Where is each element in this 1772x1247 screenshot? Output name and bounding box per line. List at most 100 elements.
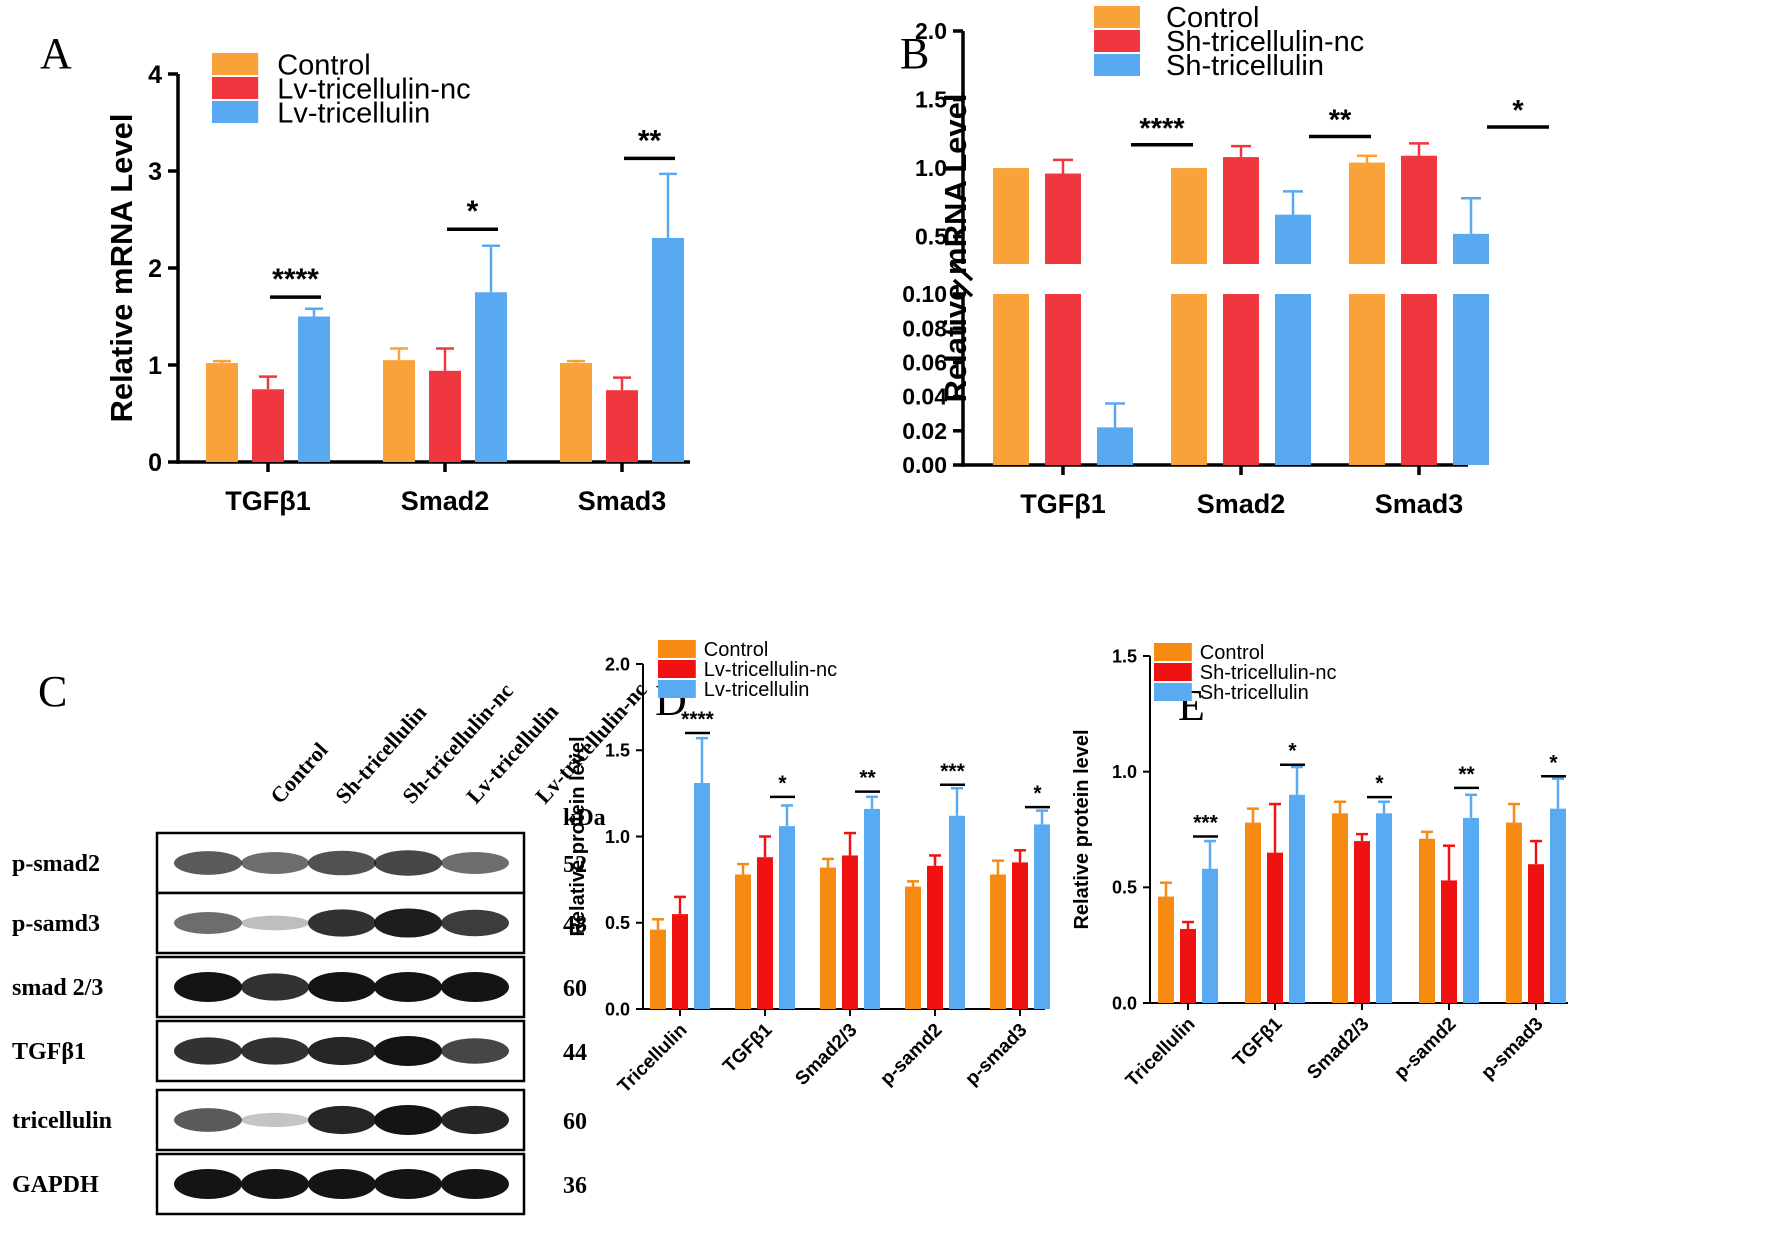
panel-b-y-tick-label: 0.06 [902,349,947,375]
panel-e-category-label: Smad2/3 [1303,1014,1373,1084]
blot-band [308,1169,376,1199]
blot-band [241,915,309,931]
panel-b-bar-control-tgf-1-lower [993,294,1029,465]
panel-d-significance-label: **** [681,708,715,731]
blot-band [441,972,509,1002]
panel-d-significance-label: *** [940,760,965,783]
panel-e-legend-label-control: Control [1200,642,1264,664]
blot-band [441,1105,509,1135]
panel-b-legend-swatch-sh-tricellulin-nc [1094,30,1140,52]
panel-d-bar-control-tgf-1 [735,874,751,1009]
blot-kda-value: 60 [563,1109,587,1135]
panel-a-bar-control-tgf-1 [206,363,238,462]
panel-d-bar-lv-tricellulin-tricellulin [694,783,710,1009]
panel-e-bar-sh-tricellulin-tgf-1 [1289,794,1305,1003]
panel-e-y-axis-label: Relative protein level [1071,729,1093,929]
blot-band [374,1036,442,1066]
panel-e-category-label: Tricellulin [1122,1014,1200,1092]
panel-e-category-label: p-samd2 [1390,1014,1460,1084]
blot-band [241,1112,309,1128]
panel-a-legend-label-lv-tricellulin: Lv-tricellulin [277,97,430,129]
panel-b-legend-swatch-control [1094,6,1140,28]
panel-b-significance-label: **** [1139,113,1185,145]
panel-a-bar-lv-tricellulin-tgf-1 [298,316,330,462]
panel-a-legend-swatch-control [212,53,259,75]
panel-letter-c: C [38,667,67,716]
blot-kda-value: 36 [563,1173,587,1199]
panel-b-y-tick-label: 0.04 [902,384,947,410]
panel-b-y-tick-label: 0.5 [915,224,947,250]
blot-row-label-tgf-1: TGFβ1 [12,1039,86,1065]
chart-panel-a: 0 1 2 3 4 Relative mRNA Level TGFβ1 Smad2 Smad3 *… [104,49,690,516]
panel-b-bar-control-smad3-lower [1349,294,1385,465]
panel-d-significance-label: * [778,772,787,795]
panel-d-category-label: Tricellulin [614,1020,692,1098]
panel-a-category-label: Smad2 [401,486,490,516]
panel-e-legend-swatch-sh-tricellulin-nc [1154,663,1192,681]
panel-d-category-label: Smad2/3 [791,1020,861,1090]
panel-d-bar-control-p-samd2 [905,886,921,1009]
panel-e-legend-label-sh-tricellulin-nc: Sh-tricellulin-nc [1200,662,1337,684]
blot-band [308,909,376,937]
blot-band [174,1108,242,1132]
panel-e-bar-sh-tricellulin-p-samd2 [1463,817,1479,1003]
panel-b-axis-break-mark [952,262,974,282]
panel-d-bar-lv-tricellulin-nc-tgf-1 [757,857,773,1009]
panel-b-significance-label: * [1512,95,1524,127]
panel-b-bar-control-smad2-upper [1171,168,1207,264]
panel-e-bar-control-p-smad3 [1506,822,1522,1003]
panel-b-bar-sh-tricellulin-nc-tgf-1-lower [1045,294,1081,465]
blot-band [374,850,442,876]
panel-a-y-tick-label: 3 [148,158,162,186]
blot-band [374,972,442,1002]
panel-e-category-label: p-smad3 [1477,1014,1547,1084]
panel-a-y-axis-label: Relative mRNA Level [104,114,139,423]
panel-d-y-tick-label: 2.0 [605,654,630,674]
panel-a-bar-lv-tricellulin-nc-tgf-1 [252,389,284,462]
panel-d-bar-lv-tricellulin-smad2-3 [864,808,880,1009]
panel-d-bar-control-smad2-3 [820,867,836,1009]
panel-a-y-tick-label: 0 [148,449,162,477]
blot-band [374,1105,442,1135]
panel-b-bar-sh-tricellulin-tgf-1 [1097,427,1133,465]
blot-band [308,1036,376,1066]
panel-e-y-tick-label: 0.5 [1112,878,1137,898]
blot-band [441,852,509,874]
panel-e-bar-sh-tricellulin-nc-smad2-3 [1354,841,1370,1003]
panel-b-bar-sh-tricellulin-nc-smad3-lower [1401,294,1437,465]
panel-b-y-axis-label: Relative mRNA Level [938,94,973,403]
blot-band [241,852,309,874]
blot-lane-label-lv-tricellulin-nc: Lv-tricellulin-nc [530,677,652,808]
panel-e-bar-sh-tricellulin-nc-tgf-1 [1267,852,1283,1003]
panel-e-bar-sh-tricellulin-nc-p-samd2 [1441,880,1457,1003]
panel-b-bar-sh-tricellulin-smad2-lower [1275,294,1311,465]
blot-band [241,1037,309,1065]
panel-letter-a: A [40,29,72,78]
panel-d-category-label: p-samd2 [876,1020,946,1090]
panel-a-significance-label: * [467,195,479,228]
panel-b-bar-sh-tricellulin-nc-smad3-upper [1401,155,1437,264]
blot-band [174,912,242,934]
panel-e-bar-control-smad2-3 [1332,813,1348,1003]
panel-e-category-label: TGFβ1 [1229,1013,1287,1071]
panel-a-bar-lv-tricellulin-nc-smad2 [429,370,461,462]
panel-b-bar-sh-tricellulin-smad2-upper [1275,214,1311,264]
chart-panel-b: 0.5 1.0 1.5 2.0 0.00 0.02 0.04 0.06 0.08 0.10Rela… [902,2,1549,519]
blot-lane-label-control: Control [265,737,332,808]
blot-row-label-tricellulin: tricellulin [12,1108,112,1134]
western-blot-panel-c: ControlSh-tricellulinSh-tricellulin-ncLv… [12,677,652,1216]
panel-b-legend-label-sh-tricellulin-nc: Sh-tricellulin-nc [1166,26,1364,58]
blot-band [174,972,242,1002]
panel-a-legend-label-control: Control [277,49,371,81]
panel-d-bar-control-p-smad3 [990,874,1006,1009]
panel-d-bar-lv-tricellulin-nc-p-smad3 [1012,862,1028,1009]
panel-b-legend-swatch-sh-tricellulin [1094,54,1140,76]
blot-band [174,851,242,875]
blot-band [441,909,509,937]
blot-band [374,1169,442,1199]
blot-band [241,973,309,1001]
panel-e-bar-control-tgf-1 [1245,822,1261,1003]
chart-panel-e: 0.0 0.5 1.0 1.5 Relative protein level Tricel… [1071,642,1568,1091]
panel-b-category-label: Smad2 [1197,489,1286,519]
panel-e-legend-label-sh-tricellulin: Sh-tricellulin [1200,682,1309,704]
